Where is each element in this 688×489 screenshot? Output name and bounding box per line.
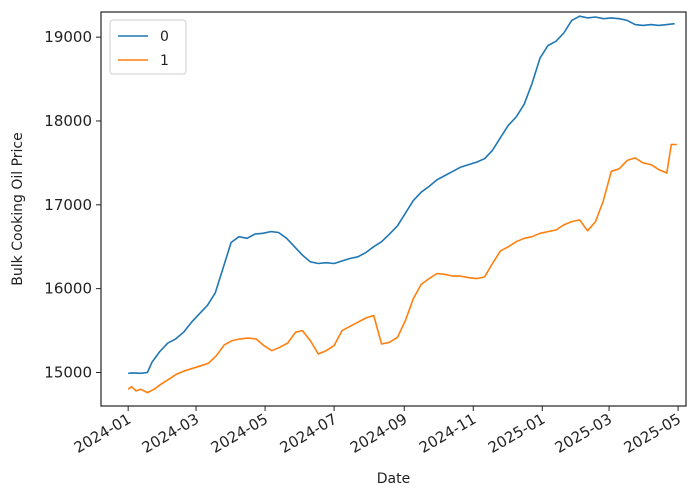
y-axis-label: Bulk Cooking Oil Price: [10, 132, 26, 285]
x-axis: 2024-01 2024-03 2024-05 2024-07 2024-09 2024-…: [71, 406, 684, 457]
y-tick-label: 19000: [44, 28, 92, 46]
x-tick-label: 2024-05: [208, 410, 271, 457]
x-axis-label: Date: [377, 471, 410, 487]
x-tick-label: 2024-11: [416, 410, 479, 457]
series-line-0: [128, 15, 675, 375]
x-tick-label: 2024-09: [347, 410, 410, 457]
plot-frame: [100, 11, 687, 407]
plot-lines: [127, 15, 677, 394]
legend-label-series-0: 0: [160, 29, 169, 45]
legend-label-series-1: 1: [160, 53, 169, 69]
series-line-1: [127, 143, 677, 394]
x-tick-label: 2025-01: [485, 410, 548, 457]
y-tick-label: 17000: [44, 196, 92, 214]
legend: 0 1: [109, 19, 187, 75]
y-tick-label: 16000: [44, 280, 92, 298]
x-tick-label: 2025-03: [552, 410, 615, 457]
y-tick-label: 18000: [44, 112, 92, 130]
legend-box: [109, 19, 187, 75]
x-tick-label: 2024-01: [71, 410, 134, 457]
x-tick-label: 2024-03: [139, 410, 202, 457]
x-tick-label: 2025-05: [621, 410, 684, 457]
x-tick-label: 2024-07: [277, 410, 340, 457]
y-axis: 15000 16000 17000 18000 19000: [44, 28, 101, 381]
y-tick-label: 15000: [44, 363, 92, 381]
